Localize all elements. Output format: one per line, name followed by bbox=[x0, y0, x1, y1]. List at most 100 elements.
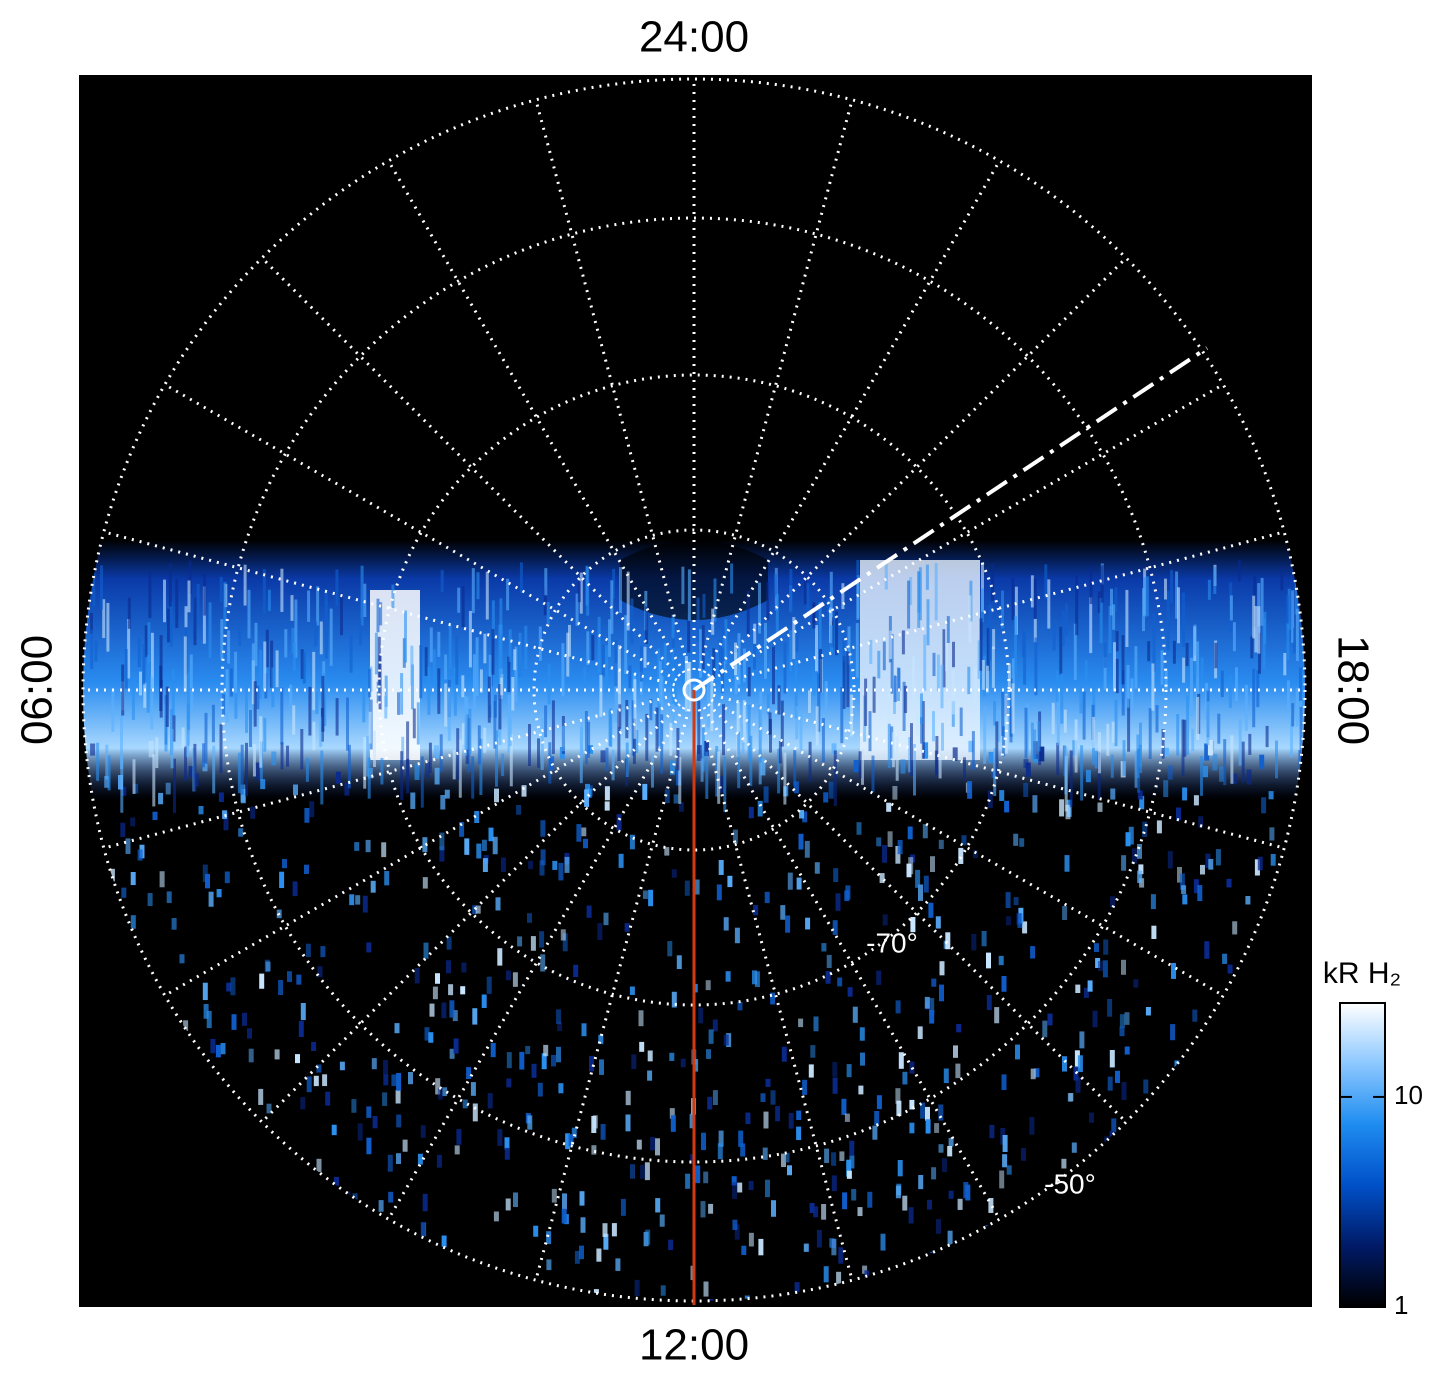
streak bbox=[1089, 597, 1093, 654]
streak bbox=[635, 730, 639, 754]
speckle bbox=[551, 1188, 557, 1203]
streak bbox=[234, 681, 238, 719]
streak bbox=[812, 672, 816, 696]
streak bbox=[777, 685, 781, 715]
speckle bbox=[909, 1099, 915, 1110]
speckle bbox=[734, 1224, 740, 1240]
streak bbox=[920, 717, 924, 744]
streak bbox=[687, 661, 691, 685]
speckle bbox=[748, 806, 754, 819]
speckle bbox=[1139, 795, 1145, 810]
speckle bbox=[230, 977, 236, 996]
streak bbox=[319, 621, 323, 655]
streak bbox=[271, 667, 275, 708]
streak bbox=[611, 749, 615, 781]
speckle bbox=[1176, 807, 1181, 821]
streak bbox=[799, 713, 803, 751]
speckle bbox=[1132, 848, 1137, 864]
streak bbox=[1193, 624, 1197, 656]
streak bbox=[410, 645, 414, 686]
streak bbox=[397, 692, 400, 715]
streak bbox=[979, 618, 983, 671]
speckle bbox=[741, 1245, 747, 1255]
streak bbox=[137, 638, 141, 668]
streak bbox=[1175, 571, 1179, 619]
streak bbox=[777, 748, 781, 794]
speckle bbox=[900, 759, 906, 774]
speckle bbox=[838, 1247, 844, 1264]
speckle bbox=[424, 1027, 430, 1041]
speckle bbox=[669, 1108, 675, 1119]
streak bbox=[363, 736, 367, 789]
speckle bbox=[895, 1000, 901, 1014]
streak bbox=[912, 656, 915, 709]
speckle bbox=[695, 1165, 701, 1184]
speckle bbox=[215, 1044, 221, 1058]
streak bbox=[660, 675, 664, 707]
speckle bbox=[707, 1096, 713, 1110]
streak bbox=[934, 563, 938, 621]
streak bbox=[1147, 641, 1151, 662]
streak bbox=[778, 741, 782, 764]
streak bbox=[696, 597, 700, 642]
streak bbox=[758, 749, 762, 785]
streak bbox=[384, 696, 388, 719]
streak bbox=[314, 621, 318, 646]
streak bbox=[1145, 576, 1149, 617]
streak bbox=[1217, 713, 1221, 744]
streak bbox=[700, 758, 704, 782]
speckle bbox=[439, 832, 445, 851]
speckle bbox=[335, 771, 341, 784]
streak bbox=[887, 683, 891, 724]
streak bbox=[1009, 678, 1013, 737]
streak bbox=[1108, 606, 1112, 654]
speckle bbox=[664, 789, 670, 804]
streak bbox=[861, 749, 864, 785]
speckle bbox=[947, 1146, 953, 1157]
speckle bbox=[836, 1271, 842, 1289]
streak bbox=[1121, 635, 1125, 685]
speckle bbox=[472, 1103, 478, 1122]
streak bbox=[142, 644, 146, 685]
speckle bbox=[895, 846, 901, 864]
speckle bbox=[238, 828, 244, 837]
streak bbox=[625, 700, 629, 739]
speckle bbox=[925, 1119, 931, 1134]
streak bbox=[170, 728, 174, 769]
streak bbox=[758, 582, 761, 634]
speckle bbox=[490, 1043, 496, 1058]
streak bbox=[993, 701, 997, 726]
speckle bbox=[833, 868, 839, 883]
streak bbox=[871, 755, 875, 793]
speckle bbox=[495, 897, 501, 911]
streak bbox=[219, 724, 223, 773]
streak bbox=[1126, 665, 1130, 708]
streak bbox=[599, 674, 603, 717]
streak bbox=[461, 586, 465, 627]
speckle bbox=[201, 1305, 206, 1321]
speckle bbox=[902, 1195, 908, 1211]
speckle bbox=[648, 889, 654, 907]
streak bbox=[1037, 721, 1041, 752]
speckle bbox=[1182, 894, 1188, 905]
speckle bbox=[928, 902, 934, 918]
streak bbox=[1257, 606, 1261, 654]
speckle bbox=[1079, 1031, 1085, 1049]
speckle bbox=[857, 1207, 863, 1217]
speckle bbox=[362, 895, 368, 913]
streak bbox=[483, 727, 487, 753]
streak bbox=[491, 629, 495, 675]
streak bbox=[251, 660, 255, 705]
streak bbox=[1237, 560, 1241, 582]
speckle bbox=[925, 1106, 930, 1121]
speckle bbox=[571, 1127, 577, 1138]
streak bbox=[312, 651, 316, 711]
streak bbox=[493, 694, 497, 718]
streak bbox=[932, 652, 936, 677]
streak bbox=[991, 646, 995, 688]
streak bbox=[1073, 623, 1077, 680]
speckle bbox=[852, 1006, 858, 1023]
speckle bbox=[1065, 804, 1071, 820]
streak bbox=[148, 569, 152, 619]
speckle bbox=[516, 805, 522, 815]
